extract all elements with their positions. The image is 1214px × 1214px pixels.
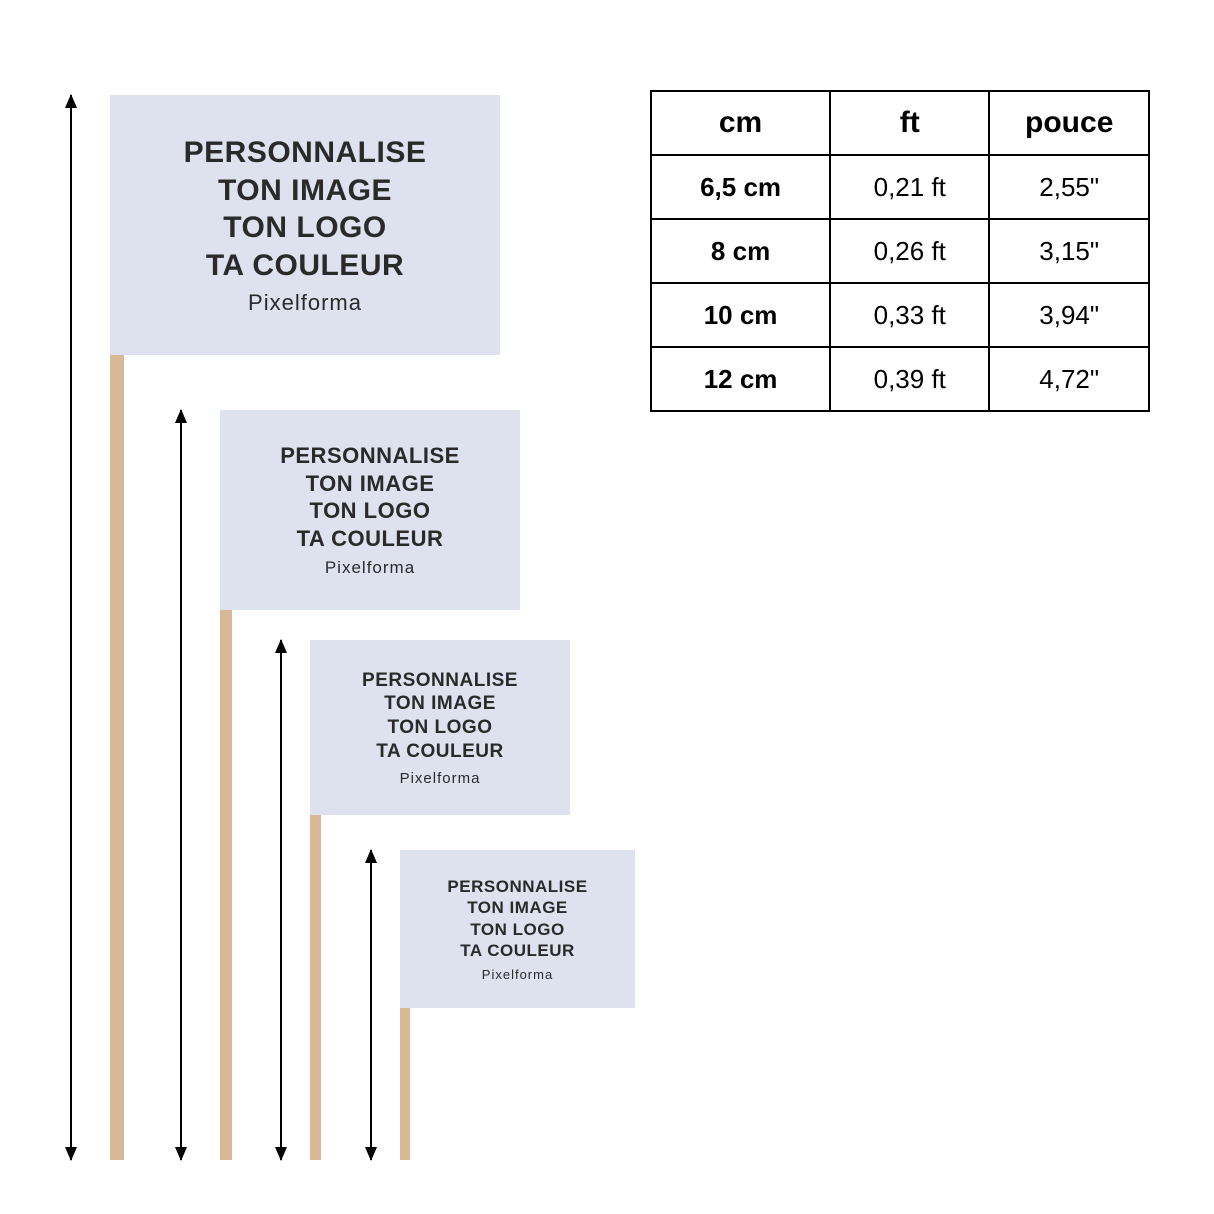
table-cell: 3,15" (989, 219, 1149, 283)
table-header: cm (651, 91, 830, 155)
flag-text-line: TON IMAGE (384, 692, 496, 716)
table-row: 6,5 cm0,21 ft2,55" (651, 155, 1149, 219)
table-row: 12 cm0,39 ft4,72" (651, 347, 1149, 411)
flag-text-line: TON IMAGE (218, 172, 392, 210)
flag-text-line: TON LOGO (223, 209, 386, 247)
size-conversion-table: cmftpouce6,5 cm0,21 ft2,55"8 cm0,26 ft3,… (650, 90, 1150, 412)
flag-text-line: TA COULEUR (297, 525, 444, 553)
flag-text-line: TON LOGO (310, 497, 431, 525)
flag-text-line: TA COULEUR (206, 247, 404, 285)
table-cell: 4,72" (989, 347, 1149, 411)
flag-text-line: PERSONNALISE (447, 876, 587, 897)
flag-text-line: TA COULEUR (460, 940, 575, 961)
table-row: 8 cm0,26 ft3,15" (651, 219, 1149, 283)
flag-text-line: TON IMAGE (467, 897, 568, 918)
flag-group-4: PERSONNALISETON IMAGETON LOGOTA COULEUR P… (400, 850, 635, 1160)
flag-text-line: PERSONNALISE (184, 134, 427, 172)
height-arrow-1 (70, 95, 72, 1160)
flag-brand: Pixelforma (482, 967, 553, 982)
flag-text-line: TON LOGO (388, 716, 493, 740)
table-cell: 12 cm (651, 347, 830, 411)
table-cell: 6,5 cm (651, 155, 830, 219)
flag-text-line: TON LOGO (470, 919, 564, 940)
flag-text-line: TON IMAGE (306, 470, 435, 498)
flag-panel: PERSONNALISETON IMAGETON LOGOTA COULEUR P… (220, 410, 520, 610)
table-cell: 0,33 ft (830, 283, 989, 347)
flag-brand: Pixelforma (325, 558, 415, 578)
table-header: ft (830, 91, 989, 155)
diagram-canvas: PERSONNALISETON IMAGETON LOGOTA COULEURP… (0, 0, 1214, 1214)
flag-text-line: TA COULEUR (376, 740, 503, 764)
table-cell: 3,94" (989, 283, 1149, 347)
flag-text-line: PERSONNALISE (280, 442, 460, 470)
table-cell: 10 cm (651, 283, 830, 347)
flag-brand: Pixelforma (400, 770, 481, 787)
flag-brand: Pixelforma (248, 290, 362, 316)
table-cell: 2,55" (989, 155, 1149, 219)
table-row: 10 cm0,33 ft3,94" (651, 283, 1149, 347)
flag-panel: PERSONNALISETON IMAGETON LOGOTA COULEUR P… (400, 850, 635, 1008)
table-cell: 0,26 ft (830, 219, 989, 283)
table-header: pouce (989, 91, 1149, 155)
table-cell: 0,21 ft (830, 155, 989, 219)
table-cell: 8 cm (651, 219, 830, 283)
flag-panel: PERSONNALISETON IMAGETON LOGOTA COULEUR P… (110, 95, 500, 355)
flag-panel: PERSONNALISETON IMAGETON LOGOTA COULEUR P… (310, 640, 570, 815)
table-cell: 0,39 ft (830, 347, 989, 411)
flag-text-line: PERSONNALISE (362, 669, 518, 693)
